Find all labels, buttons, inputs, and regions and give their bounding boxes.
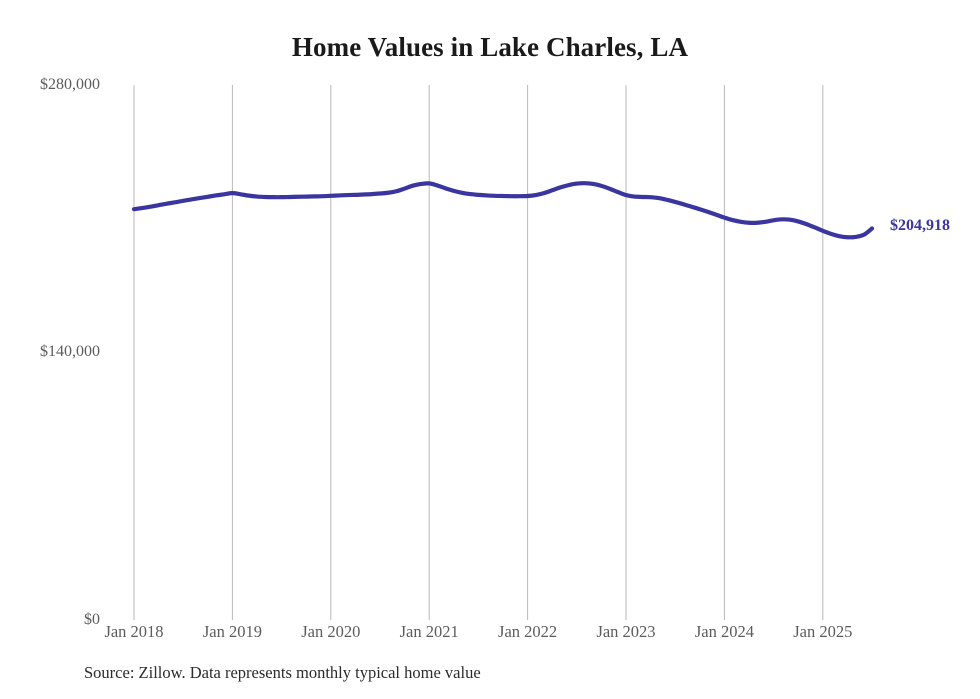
x-axis-tick-label: Jan 2018 bbox=[104, 622, 164, 641]
y-axis-tick-label-zero: $0 bbox=[84, 611, 100, 628]
end-value-label: $204,918 bbox=[890, 217, 950, 235]
x-axis-tick-label: Jan 2019 bbox=[202, 622, 262, 641]
home-value-line-series bbox=[131, 181, 875, 240]
x-axis-tick-label: Jan 2022 bbox=[498, 622, 558, 641]
x-axis-tick-label: Jan 2021 bbox=[399, 622, 459, 641]
x-axis-tick-label: Jan 2020 bbox=[301, 622, 361, 641]
x-axis-tick-label: Jan 2023 bbox=[596, 622, 656, 641]
x-axis-tick-label: Jan 2025 bbox=[793, 622, 853, 641]
source-note: Source: Zillow. Data represents monthly … bbox=[84, 663, 481, 682]
chart-title: Home Values in Lake Charles, LA bbox=[291, 32, 689, 62]
gridline-group bbox=[133, 85, 824, 620]
y-axis-tick-label-mid: $140,000 bbox=[40, 343, 100, 360]
x-axis-tick-label: Jan 2024 bbox=[694, 622, 754, 641]
y-axis-tick-label-top: $280,000 bbox=[40, 76, 100, 93]
